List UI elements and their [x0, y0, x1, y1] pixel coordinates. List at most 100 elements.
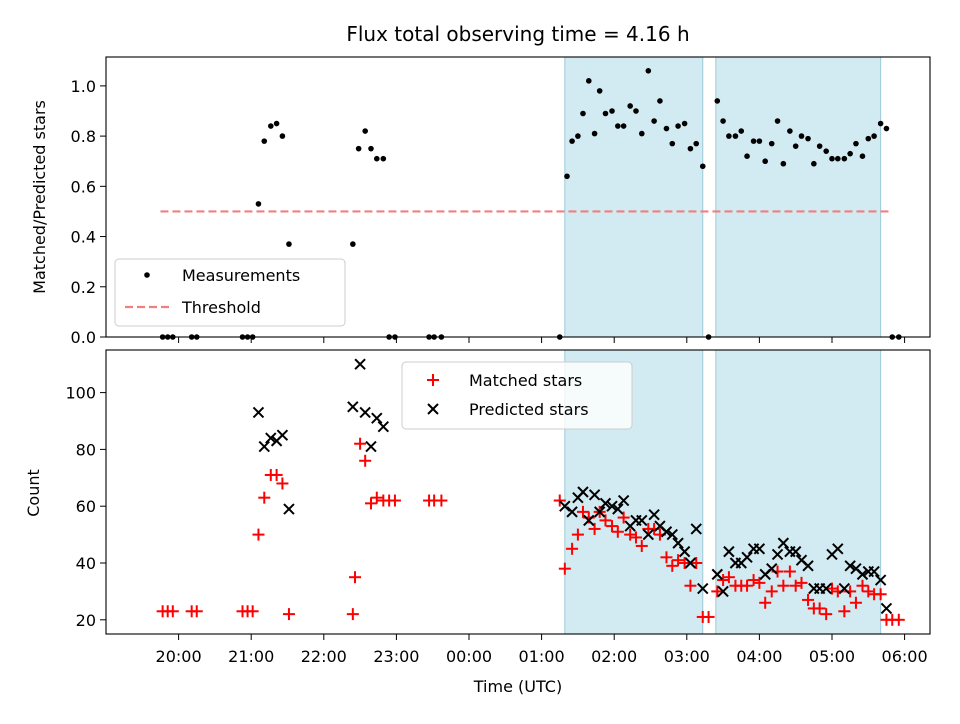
measurement-point — [645, 68, 652, 74]
legend-matched-marker — [427, 374, 439, 386]
matched-point — [802, 593, 815, 606]
legend-measurements-label: Measurements — [182, 266, 300, 285]
x-tick-label: 23:00 — [373, 647, 419, 666]
predicted-point — [856, 568, 869, 581]
x-axis-label: Time (UTC) — [473, 677, 562, 696]
measurement-point — [841, 155, 848, 162]
predicted-point — [566, 506, 578, 518]
x-tick-label: 02:00 — [591, 647, 637, 666]
predicted-point — [258, 440, 270, 453]
measurement-point — [627, 103, 633, 109]
measurement-point — [829, 155, 835, 162]
matched-point — [258, 491, 271, 504]
y-tick-label: 0.0 — [71, 328, 96, 347]
measurement-point — [633, 108, 639, 114]
measurement-point — [847, 150, 853, 157]
measurement-point — [355, 145, 362, 152]
top-legend-box — [114, 258, 346, 327]
predicted-point — [593, 506, 606, 518]
measurement-point — [657, 98, 663, 104]
chart-title: Flux total observing time = 4.16 h — [346, 22, 689, 46]
matched-point — [825, 582, 838, 595]
measurement-point — [780, 160, 787, 167]
predicted-point — [642, 528, 655, 541]
matched-point — [690, 557, 703, 569]
measurement-point — [575, 133, 581, 139]
matched-point — [588, 522, 601, 535]
predicted-point — [252, 406, 265, 419]
measurement-point — [732, 133, 739, 139]
predicted-point — [838, 582, 851, 595]
x-tick-label: 01:00 — [519, 647, 565, 666]
measurement-point — [834, 155, 841, 162]
measurement-point — [756, 138, 763, 144]
predicted-point — [648, 509, 660, 521]
matched-point — [629, 531, 642, 544]
bottom-y-axis-label: Count — [24, 469, 43, 517]
matched-point — [795, 576, 808, 589]
matched-point — [838, 605, 851, 618]
measurement-point — [865, 135, 872, 142]
predicted-point — [588, 489, 601, 501]
predicted-point — [599, 497, 612, 510]
matched-point — [252, 528, 265, 541]
matched-point — [672, 554, 685, 567]
measurement-point — [373, 155, 380, 162]
predicted-point — [276, 429, 289, 441]
y-tick-label: 100 — [65, 384, 96, 403]
shaded-interval — [564, 56, 704, 338]
matched-point — [777, 579, 790, 592]
y-tick-label: 0.8 — [71, 127, 96, 146]
predicted-point — [802, 560, 814, 572]
legend-predicted-marker — [427, 403, 439, 415]
measurement-point — [255, 201, 262, 207]
measurement-point — [279, 133, 286, 139]
matched-point — [599, 514, 612, 527]
predicted-point — [617, 494, 630, 507]
bottom-legend-box — [401, 361, 633, 430]
matched-point — [862, 585, 875, 598]
measurement-point — [859, 153, 866, 159]
matched-point — [566, 542, 579, 555]
matched-point — [892, 613, 905, 626]
legend-matched-label: Matched stars — [469, 371, 582, 390]
predicted-point — [666, 528, 678, 541]
x-tick-label: 06:00 — [882, 647, 928, 666]
measurement-point — [798, 133, 805, 139]
matched-point — [435, 494, 448, 507]
matched-point — [747, 574, 760, 587]
measurement-point — [362, 128, 368, 134]
measurement-point — [768, 140, 775, 147]
predicted-point — [347, 401, 359, 413]
measurement-point — [811, 160, 817, 167]
x-tick-label: 05:00 — [809, 647, 855, 666]
predicted-point — [777, 537, 790, 549]
measurement-point — [564, 173, 570, 180]
measurement-point — [750, 138, 757, 144]
predicted-point — [766, 562, 778, 575]
predicted-point — [753, 543, 766, 555]
matched-point — [364, 497, 377, 510]
matched-point — [660, 551, 673, 564]
measurement-point — [268, 123, 274, 129]
measurement-point — [805, 135, 811, 142]
y-tick-label: 20 — [76, 611, 96, 630]
measurement-point — [620, 123, 627, 129]
ratio-panel: 0.0 0.2 0.4 0.6 0.8 1.0 — [71, 56, 931, 347]
predicted-point — [265, 432, 277, 444]
predicted-point — [371, 412, 383, 424]
matched-point — [349, 571, 362, 584]
measurement-point — [273, 120, 280, 127]
matched-point — [190, 605, 203, 618]
predicted-point — [672, 537, 684, 549]
measurement-point — [615, 123, 621, 129]
predicted-point — [717, 585, 729, 598]
measurement-point — [596, 88, 603, 94]
measurement-point — [669, 140, 676, 147]
y-tick-label: 0.2 — [71, 278, 96, 297]
measurement-point — [585, 78, 592, 84]
measurement-point — [883, 125, 890, 132]
matched-point — [783, 565, 796, 578]
matched-point — [606, 520, 619, 533]
predicted-point — [636, 514, 648, 527]
